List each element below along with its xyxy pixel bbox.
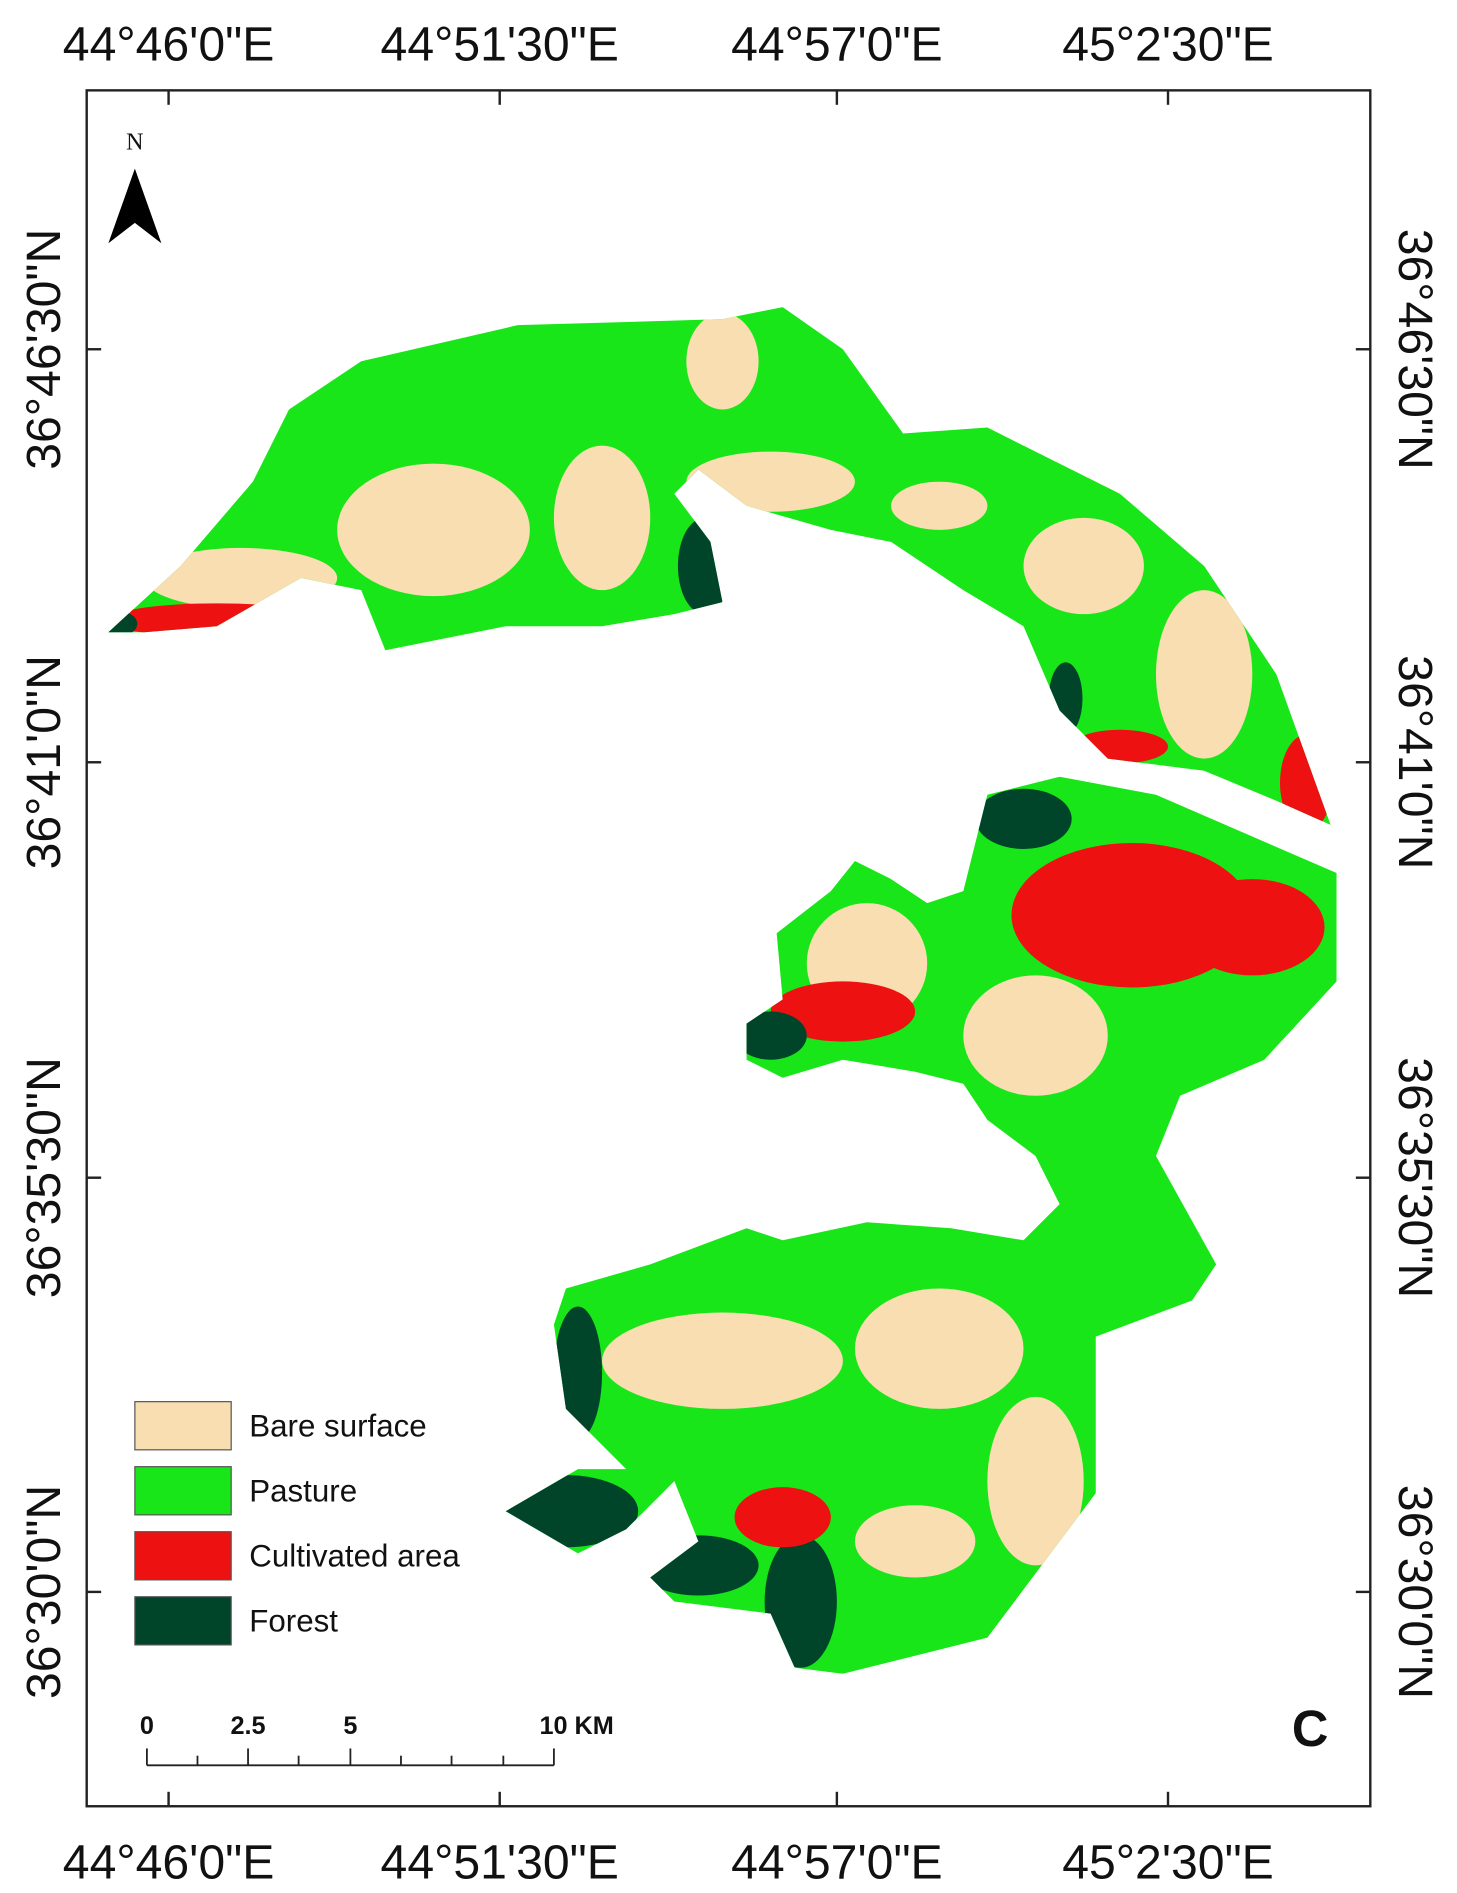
lon-label: 45°2'30"E <box>1062 1835 1274 1889</box>
panel-label: C <box>1292 1700 1329 1757</box>
map-frame <box>85 89 1372 1808</box>
scale-label: 10 KM <box>539 1712 613 1740</box>
lon-label: 44°46'0"E <box>63 1835 275 1889</box>
north-region <box>108 307 1331 825</box>
lat-label: 36°41'0"N <box>1388 655 1442 869</box>
lat-label: 36°35'30"N <box>17 1057 71 1298</box>
lon-label: 44°46'0"E <box>63 17 275 71</box>
lat-label: 36°46'30"N <box>1388 229 1442 470</box>
lat-label: 36°41'0"N <box>17 655 71 869</box>
lon-label: 44°51'30"E <box>381 1835 619 1889</box>
scale-label: 0 <box>140 1712 154 1740</box>
legend-label: Forest <box>249 1603 338 1638</box>
legend-swatch <box>134 1401 232 1451</box>
legend-swatch <box>134 1596 232 1646</box>
north-arrow: N <box>108 129 162 244</box>
lat-label: 36°30'0"N <box>1388 1485 1442 1699</box>
lat-label: 36°35'30"N <box>1388 1057 1442 1298</box>
legend-swatch <box>134 1531 232 1581</box>
legend: Bare surface Pasture Cultivated area For… <box>134 1401 460 1646</box>
scale-label: 5 <box>343 1712 357 1740</box>
legend-label: Cultivated area <box>249 1538 460 1573</box>
lat-label: 36°30'0"N <box>17 1485 71 1699</box>
scale-label: 2.5 <box>230 1712 265 1740</box>
lat-label: 36°46'30"N <box>17 229 71 470</box>
legend-label: Bare surface <box>249 1408 426 1443</box>
south-region <box>505 776 1337 1674</box>
north-label: N <box>126 129 143 155</box>
lon-label: 44°51'30"E <box>381 17 619 71</box>
scale-bar <box>146 1748 555 1767</box>
ticks <box>86 90 1371 1807</box>
legend-swatch <box>134 1466 232 1516</box>
lon-label: 44°57'0"E <box>731 1835 943 1889</box>
lon-label: 45°2'30"E <box>1062 17 1274 71</box>
lon-label: 44°57'0"E <box>731 17 943 71</box>
longitude-labels: 44°46'0"E 44°51'30"E 44°57'0"E 45°2'30"E… <box>63 17 1274 1889</box>
latitude-labels: 36°46'30"N 36°41'0"N 36°35'30"N 36°30'0"… <box>17 229 1442 1699</box>
legend-label: Pasture <box>249 1473 357 1508</box>
